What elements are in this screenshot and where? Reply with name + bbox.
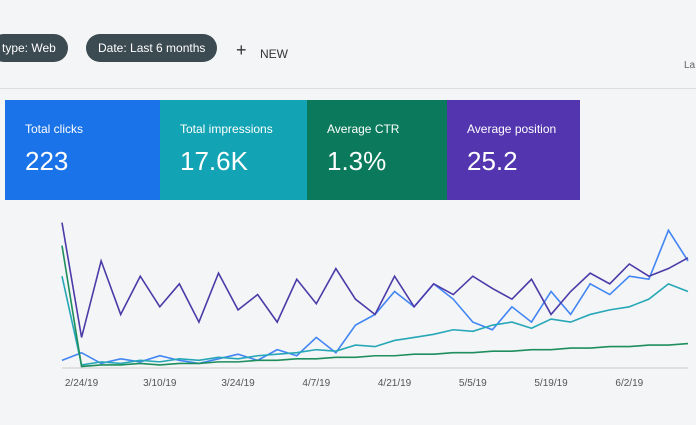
metric-card[interactable]: Average CTR 1.3% bbox=[307, 100, 447, 200]
x-tick-label: 6/2/19 bbox=[615, 378, 643, 389]
x-tick-label: 4/7/19 bbox=[302, 378, 330, 389]
series-line bbox=[61, 222, 689, 338]
plus-icon: + bbox=[236, 40, 247, 60]
metric-label: Total impressions bbox=[180, 122, 273, 136]
metric-label: Average CTR bbox=[327, 122, 400, 136]
x-tick-label: 5/19/19 bbox=[534, 378, 568, 389]
date-chip[interactable]: Date: Last 6 months bbox=[86, 34, 218, 62]
series-line bbox=[61, 245, 689, 368]
series-line bbox=[61, 276, 689, 366]
corner-text: La bbox=[684, 60, 696, 71]
divider bbox=[0, 88, 696, 89]
x-tick-label: 2/24/19 bbox=[65, 378, 99, 389]
metric-card[interactable]: Average position 25.2 bbox=[447, 100, 580, 200]
x-tick-label: 5/5/19 bbox=[459, 378, 487, 389]
metric-card[interactable]: Total clicks 223 bbox=[5, 100, 160, 200]
metric-value: 1.3% bbox=[327, 146, 387, 176]
metric-value: 17.6K bbox=[180, 146, 248, 176]
metric-label: Average position bbox=[467, 122, 557, 136]
metric-card[interactable]: Total impressions 17.6K bbox=[160, 100, 307, 200]
x-tick-label: 3/10/19 bbox=[143, 378, 177, 389]
series-line bbox=[61, 228, 689, 365]
metric-value: 223 bbox=[25, 146, 69, 176]
metric-label: Total clicks bbox=[25, 122, 84, 136]
type-chip[interactable]: type: Web bbox=[0, 34, 68, 62]
new-button[interactable]: NEW bbox=[260, 47, 288, 61]
x-tick-label: 4/21/19 bbox=[378, 378, 412, 389]
metric-value: 25.2 bbox=[467, 146, 518, 176]
x-tick-label: 3/24/19 bbox=[221, 378, 255, 389]
